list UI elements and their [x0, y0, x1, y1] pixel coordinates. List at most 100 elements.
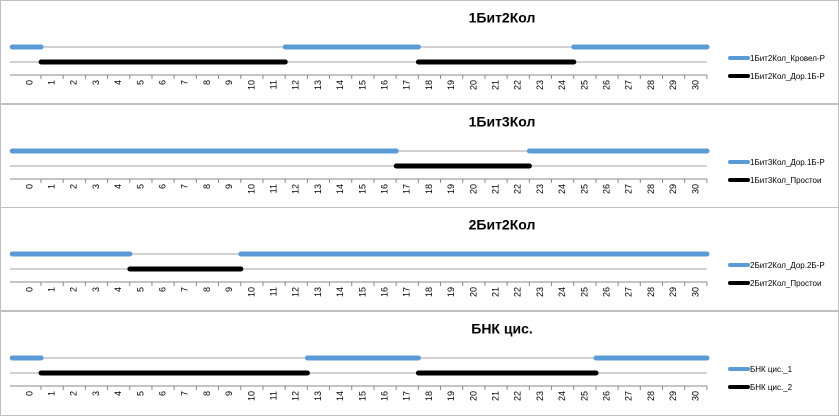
x-tick-label: 10: [246, 391, 256, 401]
x-tick-label: 19: [446, 80, 456, 90]
x-tick-label: 23: [535, 287, 545, 297]
x-tick-label: 23: [535, 80, 545, 90]
x-tick-label: 30: [690, 184, 700, 194]
x-tick-label: 13: [313, 80, 323, 90]
x-tick-label: 11: [269, 80, 279, 89]
x-tick-label: 1: [47, 80, 57, 85]
x-tick-label: 6: [158, 80, 168, 85]
x-tick-label: 20: [468, 80, 478, 90]
x-tick-label: 4: [113, 80, 123, 85]
x-tick-label: 25: [579, 287, 589, 297]
x-tick-label: 30: [690, 287, 700, 297]
x-tick-label: 3: [91, 391, 101, 396]
x-tick-label: 8: [202, 80, 212, 85]
x-tick-label: 14: [335, 80, 345, 90]
x-tick-label: 0: [24, 184, 34, 189]
x-tick-label: 29: [668, 184, 678, 194]
x-tick-label: 14: [335, 184, 345, 194]
x-tick-label: 7: [180, 287, 190, 292]
x-tick-label: 28: [646, 184, 656, 194]
x-tick-label: 4: [113, 184, 123, 189]
legend-label: 1Бит3Кол_Дор.1Б-Р: [750, 158, 825, 167]
x-tick-label: 9: [224, 287, 234, 292]
x-tick-label: 27: [624, 391, 634, 401]
x-tick-label: 16: [380, 391, 390, 401]
x-tick-label: 28: [646, 80, 656, 90]
legend-label: 1Бит3Кол_Простои: [750, 176, 821, 185]
x-tick-label: 21: [490, 184, 500, 194]
x-tick-label: 7: [180, 391, 190, 396]
x-tick-label: 17: [402, 287, 412, 297]
legend-label: БНК цис._1: [750, 365, 793, 374]
x-tick-label: 20: [468, 391, 478, 401]
x-tick-label: 15: [357, 184, 367, 194]
x-tick-label: 21: [490, 80, 500, 90]
x-tick-label: 3: [91, 80, 101, 85]
legend-label: БНК цис._2: [750, 383, 793, 392]
x-tick-label: 8: [202, 287, 212, 292]
legend-label: 1Бит2Кол_Дор.1Б-Р: [750, 72, 825, 81]
x-tick-label: 2: [69, 391, 79, 396]
x-tick-label: 27: [624, 80, 634, 90]
legend-label: 2Бит2Кол_Простои: [750, 279, 821, 288]
x-tick-label: 18: [424, 287, 434, 297]
x-tick-label: 15: [357, 80, 367, 90]
x-tick-label: 5: [135, 391, 145, 396]
x-tick-label: 19: [446, 287, 456, 297]
x-tick-label: 8: [202, 391, 212, 396]
x-tick-label: 30: [690, 391, 700, 401]
x-tick-label: 12: [291, 391, 301, 401]
x-tick-label: 18: [424, 80, 434, 90]
x-tick-label: 13: [313, 287, 323, 297]
x-tick-label: 5: [135, 184, 145, 189]
x-tick-label: 10: [246, 287, 256, 297]
x-tick-label: 2: [69, 287, 79, 292]
x-tick-label: 22: [513, 80, 523, 90]
x-tick-label: 29: [668, 287, 678, 297]
x-tick-label: 14: [335, 287, 345, 297]
x-tick-label: 8: [202, 184, 212, 189]
x-tick-label: 1: [47, 391, 57, 396]
x-tick-label: 14: [335, 391, 345, 401]
x-tick-label: 10: [246, 184, 256, 194]
x-tick-label: 29: [668, 391, 678, 401]
x-tick-label: 30: [690, 80, 700, 90]
x-tick-label: 24: [557, 80, 567, 90]
x-tick-label: 15: [357, 391, 367, 401]
x-tick-label: 27: [624, 287, 634, 297]
x-tick-label: 21: [490, 287, 500, 297]
x-tick-label: 19: [446, 184, 456, 194]
x-tick-label: 4: [113, 287, 123, 292]
panel-border: [0, 311, 839, 416]
panel-border: [0, 0, 839, 104]
x-tick-label: 13: [313, 391, 323, 401]
x-tick-label: 18: [424, 391, 434, 401]
x-tick-label: 0: [24, 391, 34, 396]
chart-title: 1Бит3Кол: [469, 114, 536, 130]
x-tick-label: 24: [557, 287, 567, 297]
x-tick-label: 9: [224, 391, 234, 396]
x-tick-label: 7: [180, 80, 190, 85]
x-tick-label: 26: [601, 184, 611, 194]
chart-title: 2Бит2Кол: [469, 217, 536, 233]
x-tick-label: 22: [513, 391, 523, 401]
x-tick-label: 0: [24, 80, 34, 85]
chart-panel: 1Бит3Кол 1Бит3Кол_Дор.1Б-Р 1Бит3Кол_Просто…: [0, 104, 839, 208]
x-tick-label: 28: [646, 287, 656, 297]
chart-panel: 2Бит2Кол 2Бит2Кол_Дор.2Б-Р 2Бит2Кол_Просто…: [0, 207, 839, 311]
x-tick-label: 22: [513, 287, 523, 297]
x-tick-label: 24: [557, 184, 567, 194]
x-tick-label: 13: [313, 184, 323, 194]
x-tick-label: 9: [224, 184, 234, 189]
x-tick-label: 29: [668, 80, 678, 90]
x-tick-label: 16: [380, 80, 390, 90]
x-tick-label: 6: [158, 184, 168, 189]
x-tick-label: 26: [601, 80, 611, 90]
x-tick-label: 16: [380, 184, 390, 194]
x-tick-label: 5: [135, 80, 145, 85]
x-tick-label: 25: [579, 184, 589, 194]
x-tick-label: 3: [91, 184, 101, 189]
x-tick-label: 21: [490, 391, 500, 401]
x-tick-label: 3: [91, 287, 101, 292]
chart-title: БНК цис.: [471, 321, 533, 337]
